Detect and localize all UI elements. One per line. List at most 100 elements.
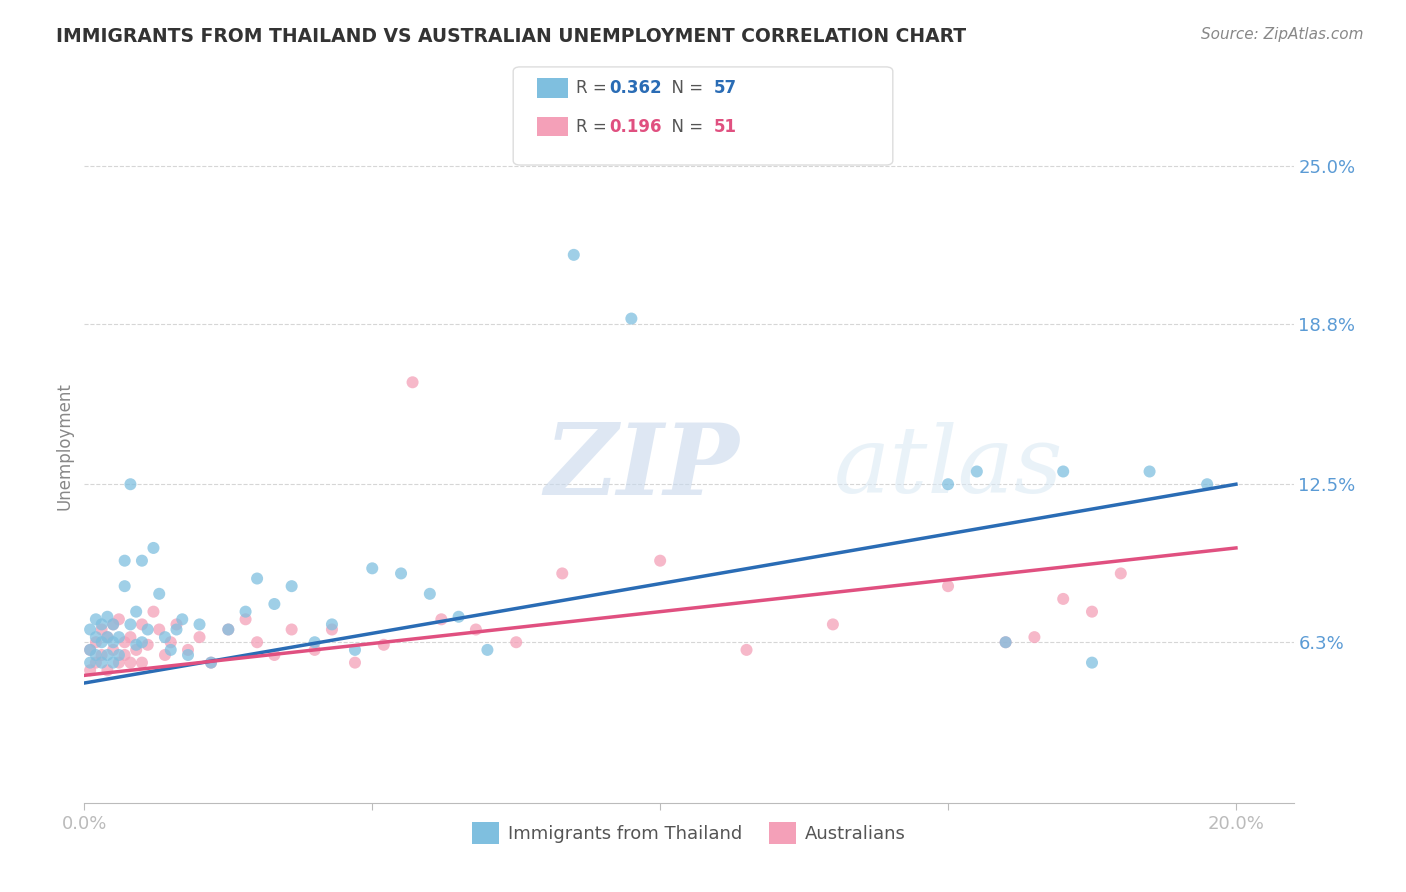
Point [108, 612, 131, 626]
Point [79, 663, 101, 677]
Point [148, 623, 170, 637]
Point [125, 643, 148, 657]
Point [136, 623, 159, 637]
Point [90, 648, 112, 662]
Point [343, 656, 366, 670]
Point [217, 623, 239, 637]
Point [1139, 465, 1161, 479]
Point [131, 554, 153, 568]
Point [114, 554, 136, 568]
Point [153, 630, 176, 644]
Point [200, 656, 222, 670]
Point [125, 638, 148, 652]
Text: ZIP: ZIP [544, 419, 738, 516]
Point [84, 612, 107, 626]
Point [101, 635, 124, 649]
Point [735, 643, 758, 657]
Point [936, 477, 959, 491]
Point [177, 643, 200, 657]
Y-axis label: Unemployment: Unemployment [55, 382, 73, 510]
Point [131, 656, 153, 670]
Point [246, 572, 269, 586]
Point [108, 648, 131, 662]
Text: 57: 57 [714, 79, 737, 97]
Point [96, 630, 118, 644]
Text: 51: 51 [714, 118, 737, 136]
Point [343, 643, 366, 657]
Point [153, 648, 176, 662]
Point [108, 630, 131, 644]
Text: Source: ZipAtlas.com: Source: ZipAtlas.com [1201, 27, 1364, 42]
Point [464, 623, 486, 637]
Point [200, 656, 222, 670]
Point [131, 635, 153, 649]
Point [90, 656, 112, 670]
Point [430, 612, 453, 626]
Point [96, 663, 118, 677]
Point [125, 605, 148, 619]
Point [1052, 465, 1074, 479]
Point [79, 623, 101, 637]
Point [217, 623, 239, 637]
Point [114, 635, 136, 649]
Point [96, 630, 118, 644]
Point [994, 635, 1017, 649]
Point [1081, 656, 1104, 670]
Text: R =: R = [576, 118, 613, 136]
Point [389, 566, 412, 581]
Text: N =: N = [661, 79, 709, 97]
Point [1081, 605, 1104, 619]
Point [79, 643, 101, 657]
Point [551, 566, 574, 581]
Point [188, 617, 211, 632]
Point [120, 630, 142, 644]
Point [188, 630, 211, 644]
Point [304, 643, 326, 657]
Text: 0.196: 0.196 [609, 118, 661, 136]
Point [936, 579, 959, 593]
Point [90, 623, 112, 637]
Point [114, 648, 136, 662]
Point [650, 554, 672, 568]
Point [159, 635, 181, 649]
Point [280, 623, 302, 637]
Point [321, 623, 343, 637]
Point [373, 638, 395, 652]
Point [166, 623, 188, 637]
Point [148, 587, 170, 601]
Point [120, 656, 142, 670]
Point [419, 587, 441, 601]
Point [966, 465, 988, 479]
Point [101, 656, 124, 670]
Point [101, 617, 124, 632]
Point [321, 617, 343, 632]
Point [84, 630, 107, 644]
Point [96, 609, 118, 624]
Point [1024, 630, 1046, 644]
Point [505, 635, 527, 649]
Point [994, 635, 1017, 649]
Point [120, 477, 142, 491]
Point [79, 656, 101, 670]
Point [84, 648, 107, 662]
Point [114, 579, 136, 593]
Point [136, 638, 159, 652]
Point [96, 648, 118, 662]
Point [263, 597, 285, 611]
Legend: Immigrants from Thailand, Australians: Immigrants from Thailand, Australians [464, 814, 914, 851]
Point [79, 643, 101, 657]
Point [142, 541, 165, 555]
Text: N =: N = [661, 118, 709, 136]
Point [1197, 477, 1219, 491]
Point [235, 612, 257, 626]
Point [90, 617, 112, 632]
Point [108, 656, 131, 670]
Point [562, 248, 585, 262]
Text: 0.362: 0.362 [609, 79, 661, 97]
Point [177, 648, 200, 662]
Point [235, 605, 257, 619]
Point [304, 635, 326, 649]
Point [172, 612, 194, 626]
Text: R =: R = [576, 79, 613, 97]
Point [142, 605, 165, 619]
